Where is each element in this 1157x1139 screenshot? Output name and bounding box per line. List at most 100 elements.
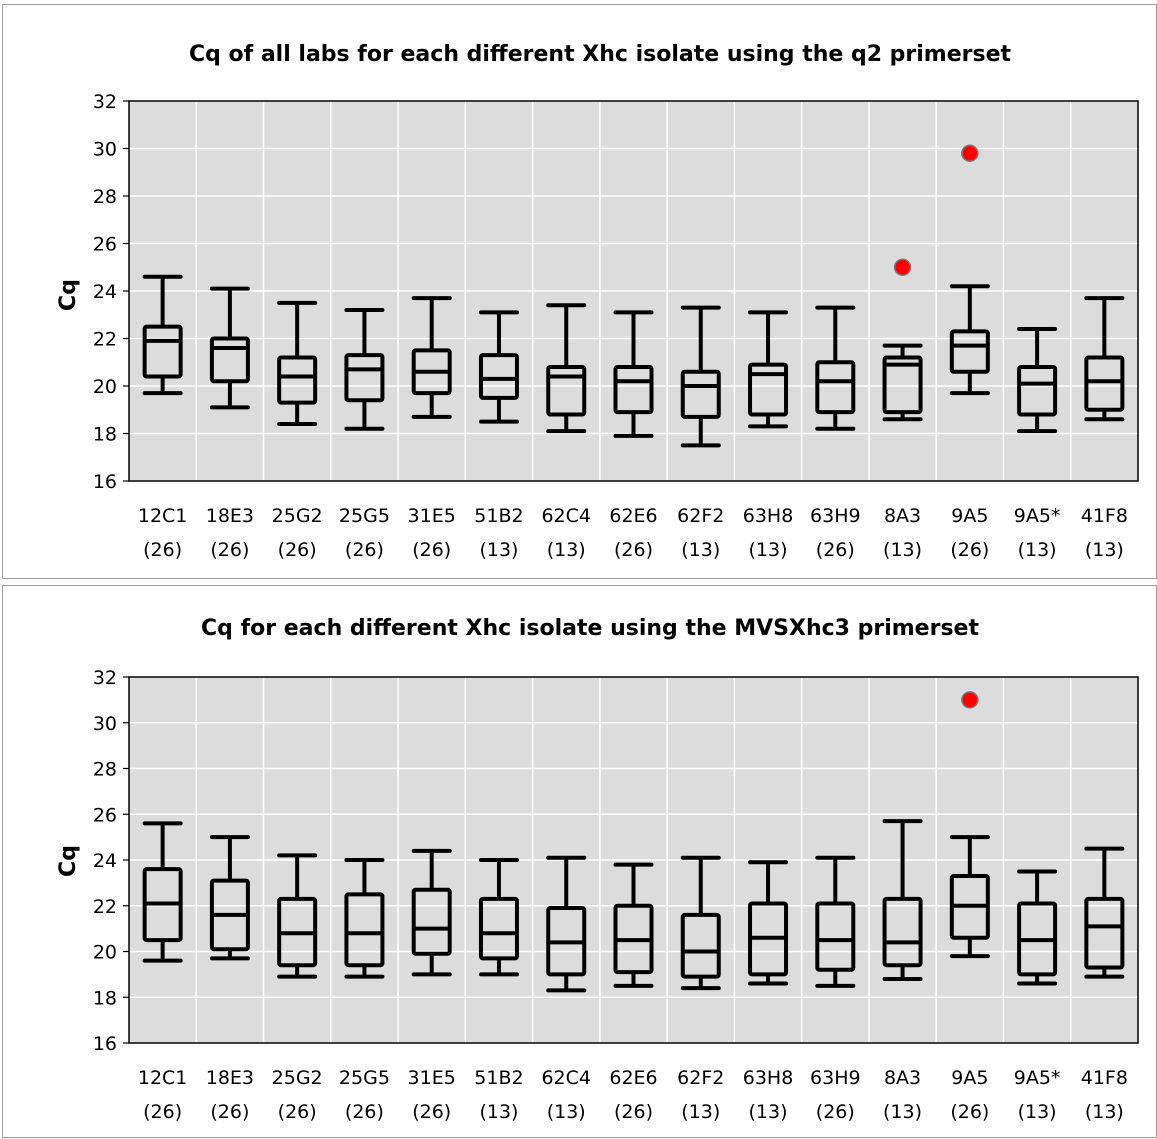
x-category-label: 18E3 xyxy=(206,1067,254,1089)
x-category-label: 25G2 xyxy=(272,505,323,527)
x-category-count: (26) xyxy=(412,539,451,561)
x-category-label: 51B2 xyxy=(474,505,523,527)
y-tick-label: 24 xyxy=(93,850,117,872)
iqr-box xyxy=(815,901,856,972)
y-tick-label: 22 xyxy=(93,896,117,918)
x-category-count: (13) xyxy=(883,539,922,561)
x-category-count: (26) xyxy=(345,1101,384,1123)
y-axis-title: Cq xyxy=(56,279,81,311)
outlier-point xyxy=(961,691,979,709)
x-category-count: (26) xyxy=(210,539,249,561)
x-category-label: 8A3 xyxy=(884,1067,921,1089)
x-category-count: (13) xyxy=(749,1101,788,1123)
boxplot-chart-q2: Cq 16 18 20 22 24 26 28 30 32 12C1 (26) 18E3 (26) 25G… xyxy=(56,42,1139,561)
x-category-count: (26) xyxy=(614,1101,653,1123)
x-category-label: 63H8 xyxy=(743,1067,794,1089)
x-category-count: (26) xyxy=(210,1101,249,1123)
x-category-label: 9A5 xyxy=(951,505,988,527)
x-category-label: 63H8 xyxy=(743,505,794,527)
x-category-label: 12C1 xyxy=(138,505,188,527)
y-tick-label: 16 xyxy=(93,471,117,493)
chart-title: Cq of all labs for each different Xhc is… xyxy=(189,42,1012,67)
x-category-label: 41F8 xyxy=(1081,1067,1128,1089)
x-category-count: (13) xyxy=(681,1101,720,1123)
x-category-count: (26) xyxy=(614,539,653,561)
iqr-box xyxy=(142,324,183,379)
x-category-count: (13) xyxy=(479,539,518,561)
x-category-count: (26) xyxy=(278,1101,317,1123)
x-category-count: (13) xyxy=(547,539,586,561)
x-category-count: (26) xyxy=(143,1101,182,1123)
iqr-box xyxy=(680,912,721,979)
y-tick-label: 32 xyxy=(93,667,117,689)
x-category-count: (13) xyxy=(479,1101,518,1123)
x-category-count: (13) xyxy=(1085,1101,1124,1123)
x-category-label: 62E6 xyxy=(609,505,657,527)
x-category-count: (26) xyxy=(345,539,384,561)
x-category-label: 25G5 xyxy=(339,505,390,527)
y-tick-label: 28 xyxy=(93,759,117,781)
x-category-label: 62E6 xyxy=(609,1067,657,1089)
y-tick-label: 20 xyxy=(93,942,117,964)
x-category-label: 9A5 xyxy=(951,1067,988,1089)
iqr-box xyxy=(546,365,587,417)
x-category-label: 31E5 xyxy=(408,505,456,527)
x-category-count: (13) xyxy=(883,1101,922,1123)
iqr-box xyxy=(277,355,318,405)
iqr-box xyxy=(882,896,923,968)
iqr-box xyxy=(478,353,519,400)
x-category-count: (26) xyxy=(950,539,989,561)
y-tick-label: 16 xyxy=(93,1033,117,1055)
iqr-box xyxy=(882,355,923,415)
x-category-count: (26) xyxy=(816,539,855,561)
iqr-box xyxy=(1084,896,1125,970)
x-category-label: 18E3 xyxy=(206,505,254,527)
x-category-label: 41F8 xyxy=(1081,505,1128,527)
x-category-count: (13) xyxy=(1018,1101,1057,1123)
x-category-label: 31E5 xyxy=(408,1067,456,1089)
x-category-count: (13) xyxy=(547,1101,586,1123)
x-category-label: 9A5* xyxy=(1014,505,1061,527)
x-category-label: 25G5 xyxy=(339,1067,390,1089)
iqr-box xyxy=(680,369,721,419)
y-tick-label: 26 xyxy=(93,804,117,826)
iqr-box xyxy=(344,892,385,968)
x-category-count: (13) xyxy=(681,539,720,561)
x-category-count: (26) xyxy=(278,539,317,561)
x-category-count: (26) xyxy=(950,1101,989,1123)
y-tick-label: 32 xyxy=(93,91,117,113)
x-category-label: 62C4 xyxy=(541,1067,591,1089)
iqr-box xyxy=(344,353,385,403)
y-tick-label: 22 xyxy=(93,329,117,351)
iqr-box xyxy=(949,329,990,374)
chart-panel-mvsxhc3: Cq 16 18 20 22 24 26 28 30 32 12C1 (26) 18E3 (26) 25G… xyxy=(2,585,1157,1138)
iqr-box xyxy=(1084,355,1125,412)
iqr-box xyxy=(748,362,789,417)
y-tick-label: 26 xyxy=(93,234,117,256)
iqr-box xyxy=(1017,365,1058,417)
x-category-count: (13) xyxy=(749,539,788,561)
y-tick-label: 24 xyxy=(93,281,117,303)
x-category-count: (26) xyxy=(412,1101,451,1123)
x-category-label: 9A5* xyxy=(1014,1067,1061,1089)
y-tick-label: 20 xyxy=(93,376,117,398)
iqr-box xyxy=(478,896,519,961)
x-category-label: 62C4 xyxy=(541,505,591,527)
x-category-label: 63H9 xyxy=(810,505,861,527)
outlier-point xyxy=(893,258,912,276)
x-category-label: 25G2 xyxy=(272,1067,323,1089)
x-category-label: 8A3 xyxy=(884,505,921,527)
x-category-label: 62F2 xyxy=(677,505,724,527)
y-tick-label: 30 xyxy=(93,713,117,735)
x-category-count: (26) xyxy=(143,539,182,561)
x-category-count: (26) xyxy=(816,1101,855,1123)
x-category-label: 12C1 xyxy=(138,1067,188,1089)
y-axis-title: Cq xyxy=(56,845,81,877)
y-tick-label: 30 xyxy=(93,139,117,161)
y-tick-label: 18 xyxy=(93,987,117,1009)
chart-title: Cq for each different Xhc isolate using … xyxy=(201,616,979,641)
x-category-label: 62F2 xyxy=(677,1067,724,1089)
x-category-label: 63H9 xyxy=(810,1067,861,1089)
iqr-box xyxy=(815,360,856,415)
y-tick-label: 28 xyxy=(93,186,117,208)
